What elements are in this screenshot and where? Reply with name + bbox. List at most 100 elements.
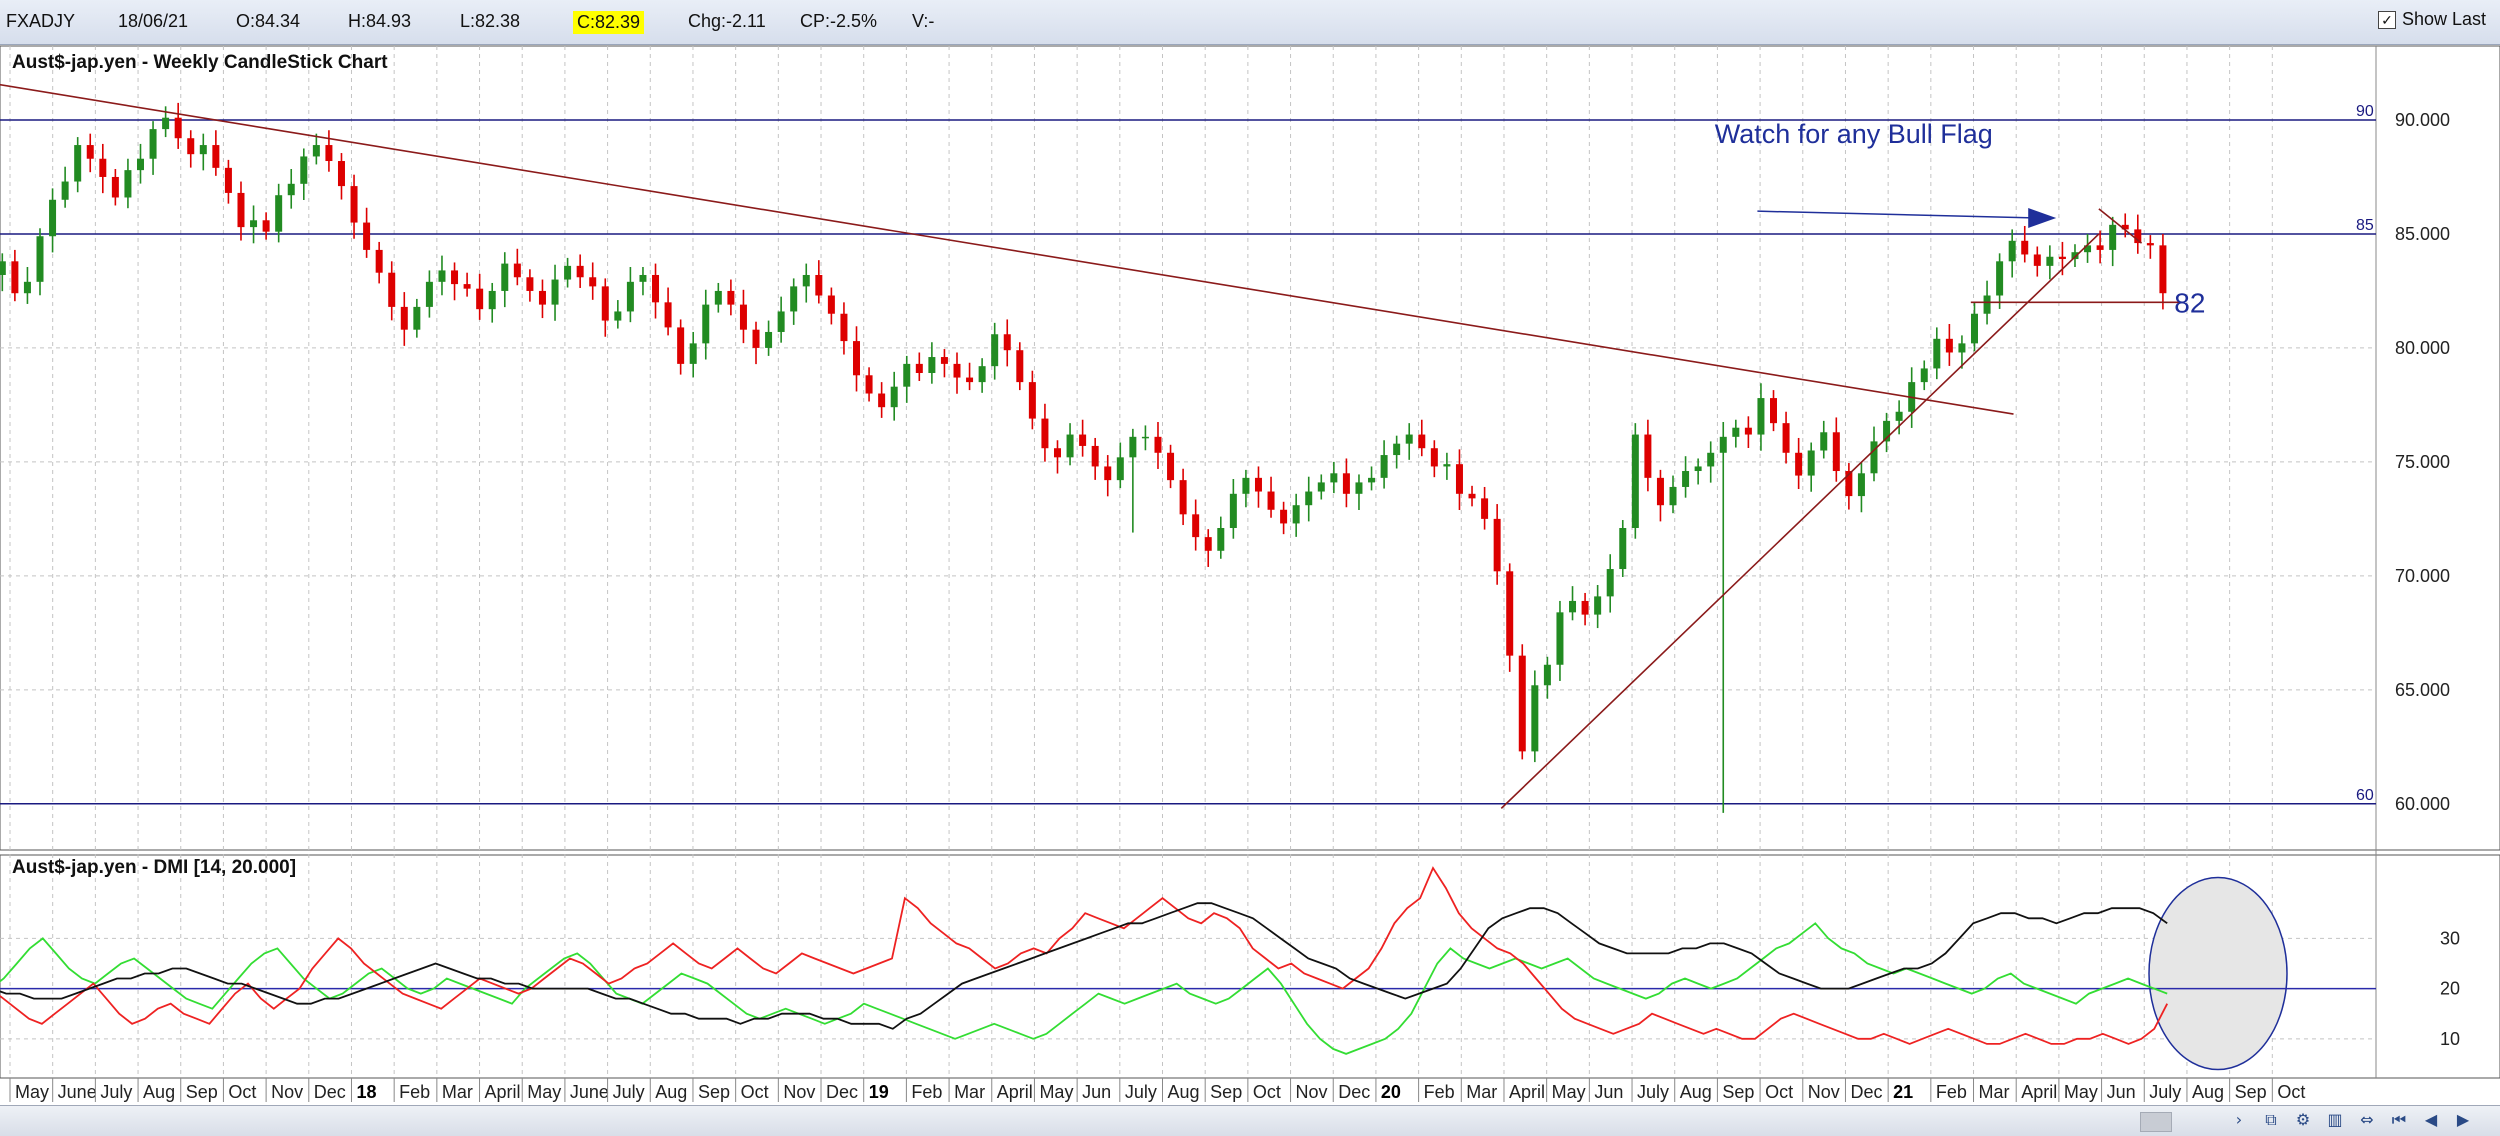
level-label-85: 85 [2356, 217, 2374, 234]
candle-up [714, 290, 722, 305]
candle-up [1594, 596, 1602, 615]
candle-down [1506, 571, 1514, 656]
candle-up [275, 195, 283, 232]
candle-up [1141, 436, 1149, 439]
prev-icon[interactable]: ◀ [2424, 1110, 2438, 1129]
candle-up [639, 274, 647, 282]
x-tick-label: Aug [143, 1082, 175, 1102]
candle-down [1644, 434, 1652, 478]
candle-up [1933, 338, 1941, 369]
candle-down [174, 117, 182, 139]
first-icon[interactable]: ⏮ [2391, 1110, 2407, 1129]
candle-up [2109, 224, 2117, 250]
candle-down [86, 145, 94, 159]
chart-nav-bar: › ⧉ ⚙ ▥ ⇔ ⏮ ◀ ▶ [0, 1105, 2500, 1136]
candle-down [727, 290, 735, 305]
candle-up [991, 334, 999, 367]
candle-down [1003, 334, 1011, 351]
y-tick-label: 80.000 [2395, 338, 2450, 358]
candle-down [966, 377, 974, 383]
candle-down [1079, 434, 1087, 446]
x-tick-label: July [1637, 1082, 1669, 1102]
zoom-chart-icon[interactable]: ⧉ [2265, 1110, 2277, 1129]
candle-down [1254, 477, 1262, 492]
change-value: Chg:-2.11 [688, 11, 766, 31]
x-tick-label: Dec [1338, 1082, 1370, 1102]
candle-up [149, 129, 157, 159]
chart-canvas[interactable]: May June July Aug Sep Oct Nov Dec 18 Feb Mar April M… [0, 45, 2500, 1105]
candle-down [1192, 514, 1200, 538]
candle-down [2121, 224, 2129, 230]
candle-up [1330, 473, 1338, 483]
fit-icon[interactable]: ⇔ [2360, 1110, 2374, 1129]
candle-up [1983, 295, 1991, 314]
trendline-flag-top [2098, 208, 2143, 244]
candle-down [815, 274, 823, 296]
candle-down [1204, 537, 1212, 551]
candle-up [1393, 443, 1401, 456]
candle-down [1016, 350, 1024, 383]
candle-up [1129, 436, 1137, 458]
candle-up [1694, 466, 1702, 472]
x-tick-label: Oct [228, 1082, 256, 1102]
candle-up [2008, 240, 2016, 262]
annotation-arrowhead-icon [2028, 208, 2057, 228]
candle-up [1242, 477, 1250, 494]
candle-up [1569, 600, 1577, 613]
candle-down [1053, 448, 1061, 458]
candle-up [1920, 368, 1928, 383]
candle-up [36, 236, 44, 282]
candle-up [1531, 685, 1539, 752]
candle-down [827, 295, 835, 314]
chart-tools-icon[interactable]: ▥ [2327, 1110, 2343, 1129]
candle-down [1342, 473, 1350, 494]
candle-up [1606, 569, 1614, 597]
x-tick-label: Oct [1253, 1082, 1281, 1102]
horizontal-scrollbar-thumb[interactable] [2140, 1112, 2172, 1132]
candle-down [1179, 480, 1187, 515]
x-tick-label: Mar [1979, 1082, 2010, 1102]
candle-down [2159, 245, 2167, 294]
scroll-right-icon[interactable]: › [2235, 1110, 2243, 1129]
candle-down [463, 284, 471, 289]
x-tick-label: July [100, 1082, 132, 1102]
x-tick-label: Feb [1424, 1082, 1455, 1102]
candle-up [551, 279, 559, 305]
candle-up [1732, 427, 1740, 437]
open-value: O:84.34 [236, 11, 301, 31]
level-label-90: 90 [2356, 103, 2374, 120]
candle-up [1116, 457, 1124, 481]
candle-up [287, 183, 295, 196]
x-tick-label: 19 [869, 1082, 889, 1102]
x-tick-label: May [1039, 1082, 1073, 1102]
candle-down [1280, 509, 1288, 524]
chart-toolbar: FXADJY 18/06/21 O:84.34 H:84.93 L:82.38 … [0, 0, 2500, 45]
x-tick-label: Aug [1168, 1082, 1200, 1102]
candle-up [23, 281, 31, 294]
candle-up [501, 263, 509, 291]
candle-up [300, 156, 308, 184]
x-tick-label: April [997, 1082, 1033, 1102]
candle-down [451, 270, 459, 285]
show-last-checkbox[interactable]: ✓ [2377, 10, 2396, 29]
candle-down [2033, 254, 2041, 266]
x-tick-label: Nov [1808, 1082, 1840, 1102]
trendline-downtrend [0, 83, 2014, 415]
candle-up [626, 281, 634, 312]
x-tick-label: Aug [655, 1082, 687, 1102]
y-tick-label: 60.000 [2395, 794, 2450, 814]
candle-up [1870, 441, 1878, 474]
candle-down [2021, 240, 2029, 255]
candle-up [250, 220, 258, 228]
level-82-annotation: 82 [2174, 287, 2205, 318]
low-value: L:82.38 [460, 11, 521, 31]
candle-up [1543, 664, 1551, 686]
candle-down [1770, 398, 1778, 424]
show-last-toggle[interactable]: ✓ Show Last [2377, 9, 2486, 30]
candle-down [940, 357, 948, 364]
candle-down [1468, 493, 1476, 499]
next-icon[interactable]: ▶ [2456, 1110, 2470, 1129]
chart-settings-icon[interactable]: ⚙ [2295, 1110, 2311, 1129]
candle-down [865, 375, 873, 394]
candle-up [1217, 528, 1225, 551]
